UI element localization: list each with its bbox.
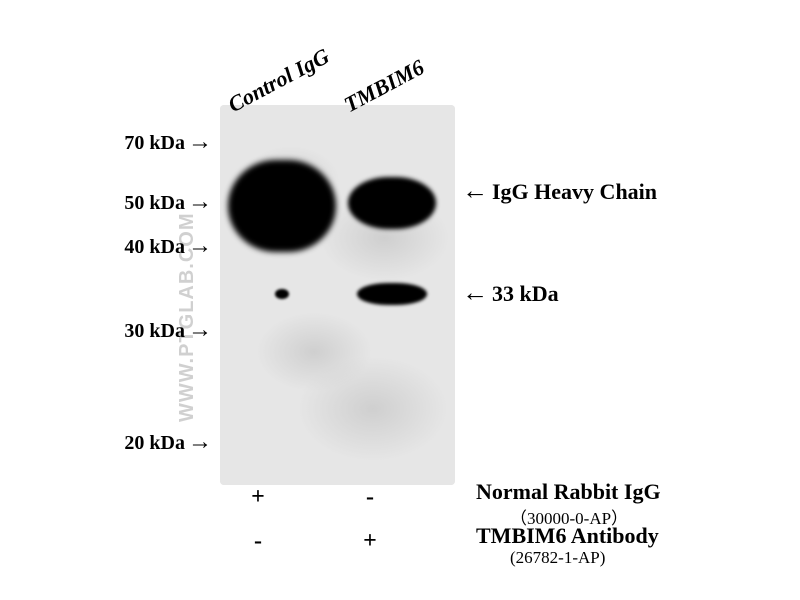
western-blot-image xyxy=(220,105,455,485)
arrow-right-icon: → xyxy=(188,428,212,456)
blot-band-3 xyxy=(357,283,427,305)
mw-marker-0: 70 kDa→ xyxy=(0,128,212,156)
mw-marker-4: 20 kDa→ xyxy=(0,428,212,456)
mw-marker-1: 50 kDa→ xyxy=(0,188,212,216)
reagent-label-1: TMBIM6 Antibody xyxy=(476,523,659,549)
reagent-label-0: Normal Rabbit IgG xyxy=(476,479,661,505)
mw-marker-2: 40 kDa→ xyxy=(0,232,212,260)
condition-r0-l1: - xyxy=(350,484,390,511)
arrow-left-icon: ← xyxy=(462,175,488,206)
blot-band-0 xyxy=(228,160,336,252)
mw-marker-label: 30 kDa xyxy=(124,320,185,342)
annotation-label: 33 kDa xyxy=(492,281,559,306)
mw-marker-label: 20 kDa xyxy=(124,432,185,454)
mw-marker-label: 40 kDa xyxy=(124,236,185,258)
arrow-left-icon: ← xyxy=(462,277,488,308)
condition-r0-l0: + xyxy=(238,484,278,511)
reagent-sublabel-1: (26782-1-AP) xyxy=(510,548,605,568)
annotation-0: ←IgG Heavy Chain xyxy=(462,175,657,206)
annotation-label: IgG Heavy Chain xyxy=(492,179,657,204)
arrow-right-icon: → xyxy=(188,128,212,156)
arrow-right-icon: → xyxy=(188,316,212,344)
mw-marker-label: 50 kDa xyxy=(124,192,185,214)
annotation-1: ←33 kDa xyxy=(462,277,559,308)
blot-band-2 xyxy=(275,289,289,299)
condition-r1-l1: + xyxy=(350,528,390,555)
arrow-right-icon: → xyxy=(188,232,212,260)
mw-marker-3: 30 kDa→ xyxy=(0,316,212,344)
condition-r1-l0: - xyxy=(238,528,278,555)
mw-marker-label: 70 kDa xyxy=(124,132,185,154)
blot-band-1 xyxy=(348,177,436,229)
arrow-right-icon: → xyxy=(188,188,212,216)
